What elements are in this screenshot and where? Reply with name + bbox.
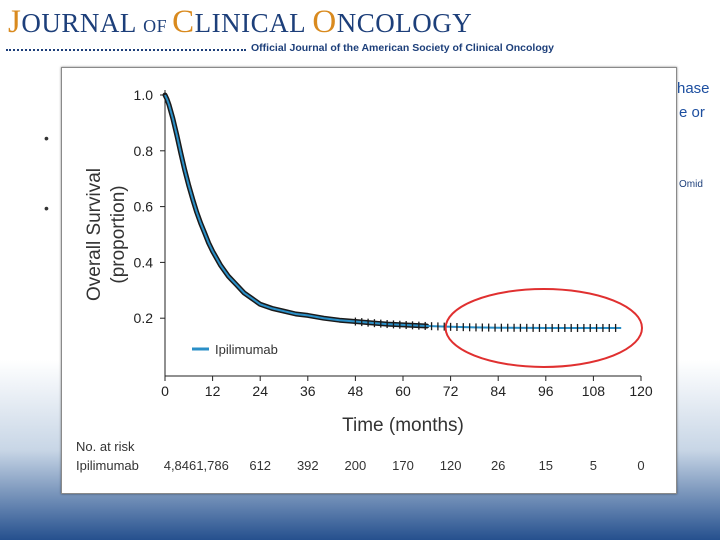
survival-curve-censor-band xyxy=(162,92,430,329)
chart-panel: 0.2 0.4 0.6 0.8 1.0 0 12 24 36 48 60 72 84 96 108 120 … xyxy=(61,67,677,494)
journal-title-part1: OURNAL xyxy=(21,8,144,38)
risk-table-value: 170 xyxy=(392,458,414,473)
journal-title-O: O xyxy=(312,4,337,40)
risk-table-value: 1,786 xyxy=(196,458,229,473)
x-tick-label: 0 xyxy=(161,383,169,399)
bg-text-fragment-omid: Omid xyxy=(679,179,703,190)
y-tick-label: 0.4 xyxy=(134,254,154,270)
x-axis-label: Time (months) xyxy=(342,415,464,436)
y-axis-label-line1: Overall Survival xyxy=(84,168,105,301)
survival-chart: 0.20.40.60.81.0 0 12 24 36 48 60 72 84 96 108 120 … xyxy=(76,87,653,473)
risk-table-value: 4,846 xyxy=(164,458,197,473)
censor-marks xyxy=(354,317,617,332)
journal-title-part2: LINICAL xyxy=(194,8,313,38)
journal-title-C: C xyxy=(172,4,195,40)
risk-table-value: 200 xyxy=(345,458,367,473)
x-tick-label: 120 xyxy=(629,383,653,399)
y-axis-label-line2: (proportion) xyxy=(108,185,129,283)
legend-label-ipilimumab: Ipilimumab xyxy=(215,342,278,357)
survival-curve-ipilimumab xyxy=(164,94,622,329)
header-dotted-rule xyxy=(6,49,246,51)
risk-table-header: No. at risk xyxy=(76,439,135,454)
risk-table-value: 120 xyxy=(440,458,462,473)
x-tick-label: 48 xyxy=(348,383,364,399)
journal-title-J: J xyxy=(8,4,22,40)
y-tick-label: 0.8 xyxy=(134,143,154,159)
journal-title: JOURNAL OF CLINICAL ONCOLOGY xyxy=(8,4,472,41)
bg-text-fragment-e-or: e or xyxy=(679,104,705,121)
risk-table-value: 612 xyxy=(249,458,271,473)
x-tick-label: 108 xyxy=(582,383,606,399)
risk-table-row-label: Ipilimumab xyxy=(76,458,139,473)
risk-table-value: 15 xyxy=(539,458,553,473)
x-tick-label: 72 xyxy=(443,383,459,399)
x-tick-label: 84 xyxy=(490,383,506,399)
risk-table-value: 26 xyxy=(491,458,505,473)
y-tick-label: 0.6 xyxy=(134,199,154,215)
plateau-highlight-ellipse xyxy=(444,287,643,368)
risk-table-value: 0 xyxy=(637,458,644,473)
journal-title-part3: NCOLOGY xyxy=(336,8,473,38)
y-tick-label: 0.2 xyxy=(134,310,154,326)
x-tick-label: 24 xyxy=(252,383,268,399)
bullet-2: • xyxy=(44,200,49,216)
x-ticks: 0 12 24 36 48 60 72 84 96 108 120 xyxy=(161,376,653,399)
x-tick-label: 96 xyxy=(538,383,554,399)
x-tick-label: 36 xyxy=(300,383,316,399)
bullet-1: • xyxy=(44,130,49,146)
y-tick-label: 1.0 xyxy=(134,87,154,103)
risk-table-value: 5 xyxy=(590,458,597,473)
x-tick-label: 60 xyxy=(395,383,411,399)
x-tick-label: 12 xyxy=(205,383,221,399)
bg-text-fragment-hase: hase xyxy=(677,80,710,97)
journal-subtitle: Official Journal of the American Society… xyxy=(251,42,555,54)
journal-title-of: OF xyxy=(143,16,173,36)
risk-table-value: 392 xyxy=(297,458,319,473)
y-ticks: 0.2 0.4 0.6 0.8 1.0 xyxy=(134,87,165,326)
risk-table-values: 4,846 1,786 612 392 200 170 120 26 15 5 0 xyxy=(164,458,645,473)
